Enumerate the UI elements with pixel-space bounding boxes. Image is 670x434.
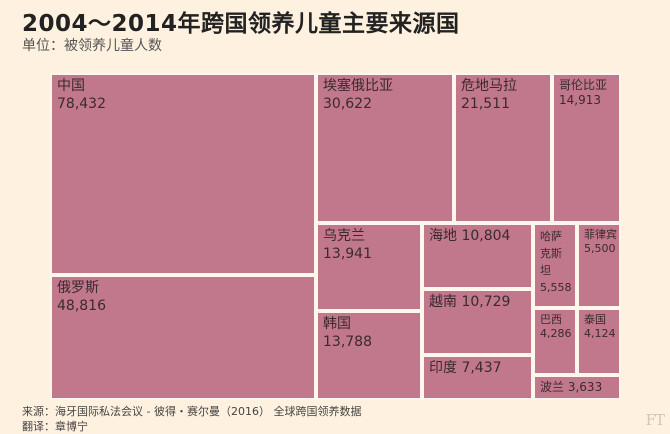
treemap-tile: 中国 78,432 bbox=[50, 73, 316, 275]
tile-label: 印度 7,437 bbox=[429, 360, 528, 378]
tile-value: 10,804 bbox=[461, 228, 511, 244]
tile-label: 乌克兰 13,941 bbox=[323, 228, 417, 263]
treemap-tile: 波兰 3,633 bbox=[533, 375, 621, 400]
tile-name: 泰国 bbox=[584, 313, 606, 326]
treemap-tile: 韩国 13,788 bbox=[316, 311, 422, 400]
tile-label: 菲律宾 5,500 bbox=[584, 228, 617, 256]
tile-label: 俄罗斯 48,816 bbox=[57, 280, 311, 315]
tile-label: 巴西 4,286 bbox=[540, 313, 572, 341]
chart-title: 2004～2014年跨国领养儿童主要来源国 bbox=[22, 11, 460, 37]
tile-value: 13,788 bbox=[323, 333, 372, 350]
tile-name: 海地 bbox=[429, 228, 457, 244]
tile-name: 越南 bbox=[429, 294, 457, 310]
tile-value: 30,622 bbox=[323, 95, 372, 112]
tile-value: 78,432 bbox=[57, 95, 106, 112]
ft-logo: FT bbox=[645, 411, 665, 429]
tile-label: 泰国 4,124 bbox=[584, 313, 616, 341]
tile-name: 印度 bbox=[429, 360, 457, 376]
tile-name: 巴西 bbox=[540, 313, 562, 326]
tile-label: 埃塞俄比亚 30,622 bbox=[323, 78, 449, 113]
tile-name: 乌克兰 bbox=[323, 228, 365, 244]
tile-value: 48,816 bbox=[57, 297, 106, 314]
tile-value: 10,729 bbox=[461, 294, 511, 310]
tile-label: 中国 78,432 bbox=[57, 78, 311, 113]
treemap-tile: 乌克兰 13,941 bbox=[316, 223, 422, 311]
treemap-tile: 巴西 4,286 bbox=[533, 308, 577, 375]
tile-label: 哥伦比亚 14,913 bbox=[559, 78, 616, 108]
tile-label: 越南 10,729 bbox=[429, 294, 528, 312]
tile-name: 中国 bbox=[57, 78, 85, 94]
tile-value: 4,124 bbox=[584, 326, 616, 340]
tile-label: 哈萨克斯坦 5,558 bbox=[540, 228, 572, 296]
treemap-tile: 泰国 4,124 bbox=[577, 308, 621, 375]
tile-name: 俄罗斯 bbox=[57, 280, 99, 296]
treemap-tile: 埃塞俄比亚 30,622 bbox=[316, 73, 454, 223]
tile-value: 21,511 bbox=[461, 95, 510, 112]
tile-name: 哥伦比亚 bbox=[559, 78, 608, 92]
tile-name: 埃塞俄比亚 bbox=[323, 78, 393, 94]
tile-value: 4,286 bbox=[540, 326, 572, 340]
treemap-tile: 哈萨克斯坦 5,558 bbox=[533, 223, 577, 308]
treemap-tile: 俄罗斯 48,816 bbox=[50, 275, 316, 400]
treemap-tile: 越南 10,729 bbox=[422, 289, 533, 355]
translator-note: 翻译：章博宁 bbox=[22, 420, 88, 433]
tile-label: 危地马拉 21,511 bbox=[461, 78, 547, 113]
tile-label: 波兰 3,633 bbox=[540, 380, 616, 395]
tile-value: 5,558 bbox=[540, 281, 572, 295]
tile-value: 3,633 bbox=[567, 380, 603, 394]
treemap-tile: 哥伦比亚 14,913 bbox=[552, 73, 621, 223]
tile-name: 危地马拉 bbox=[461, 78, 517, 94]
tile-name: 韩国 bbox=[323, 316, 351, 332]
tile-name: 波兰 bbox=[540, 380, 565, 394]
treemap-tile: 菲律宾 5,500 bbox=[577, 223, 621, 308]
tile-name: 哈萨克斯坦 bbox=[540, 230, 562, 278]
tile-value: 5,500 bbox=[584, 241, 616, 255]
treemap-tile: 海地 10,804 bbox=[422, 223, 533, 289]
tile-label: 韩国 13,788 bbox=[323, 316, 417, 351]
tile-label: 海地 10,804 bbox=[429, 228, 528, 246]
source-note: 来源：海牙国际私法会议 - 彼得・赛尔曼（2016） 全球跨国领养数据 bbox=[22, 405, 362, 418]
treemap-tile: 印度 7,437 bbox=[422, 355, 533, 400]
tile-value: 14,913 bbox=[559, 93, 601, 107]
tile-name: 菲律宾 bbox=[584, 228, 617, 241]
tile-value: 13,941 bbox=[323, 245, 372, 262]
treemap-tile: 危地马拉 21,511 bbox=[454, 73, 552, 223]
chart-subtitle: 单位：被领养儿童人数 bbox=[22, 38, 162, 54]
tile-value: 7,437 bbox=[461, 360, 502, 376]
